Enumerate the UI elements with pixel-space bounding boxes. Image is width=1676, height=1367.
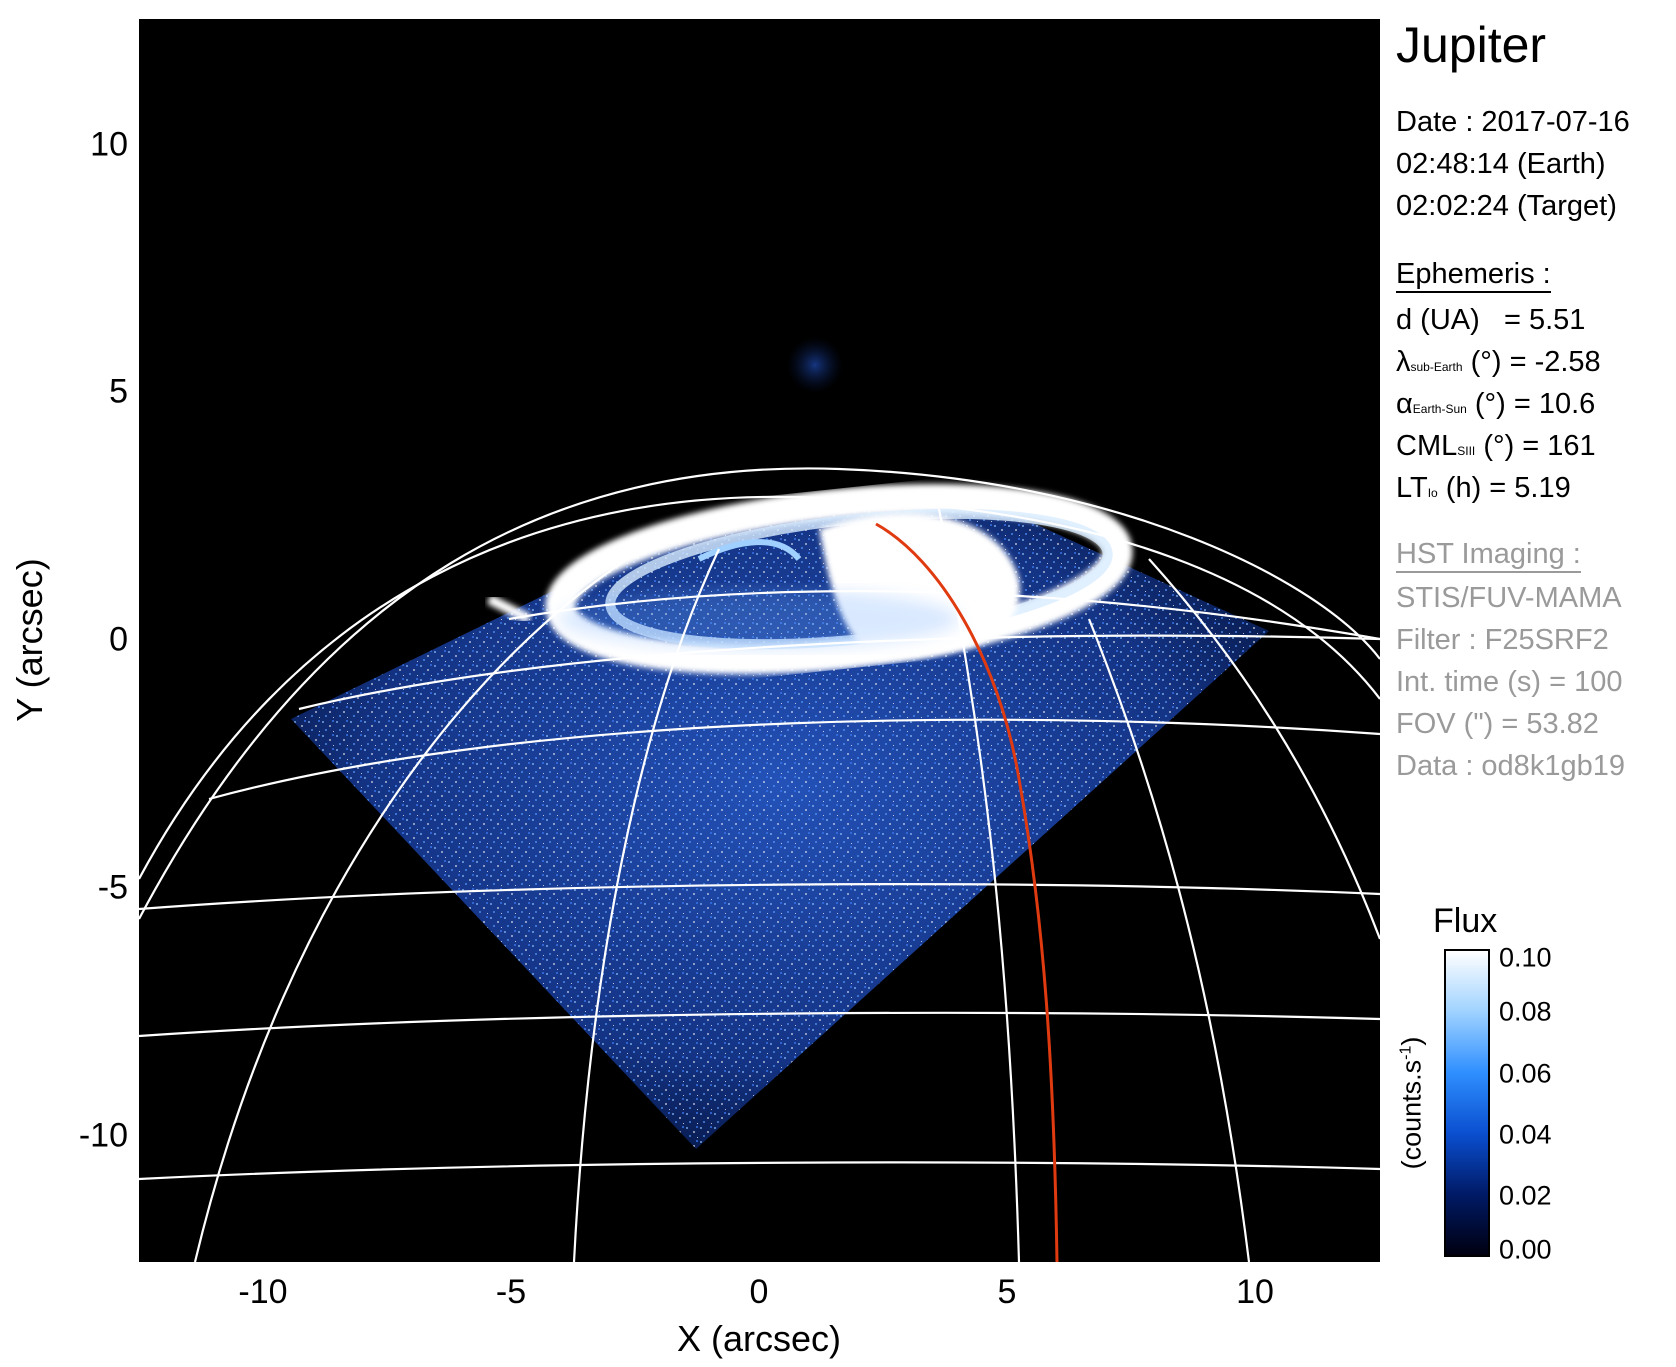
- satellite-disk: [787, 337, 843, 393]
- auroral-image-plot: [139, 19, 1380, 1262]
- y-tick-label: -5: [97, 868, 128, 907]
- colorbar-unit: (counts.s-1): [1396, 1036, 1427, 1170]
- x-tick-label: 5: [997, 1273, 1017, 1311]
- y-tick-label: 10: [90, 125, 128, 164]
- x-tick-label: 10: [1236, 1273, 1274, 1311]
- ephemeris-header: Ephemeris :: [1396, 258, 1551, 293]
- x-tick-label: -5: [495, 1273, 527, 1311]
- colorbar-tick: 0.08: [1499, 996, 1552, 1027]
- earth-time: 02:48:14 (Earth): [1396, 148, 1606, 180]
- colorbar: [1444, 949, 1490, 1257]
- footprint-curve: [875, 522, 1059, 1262]
- hst-fov: FOV (") = 53.82: [1396, 708, 1599, 740]
- y-tick-label: 5: [109, 372, 128, 411]
- hst-instrument: STIS/FUV-MAMA: [1396, 582, 1622, 614]
- x-axis-label: X (arcsec): [676, 1318, 842, 1359]
- ephemeris-sub-earth-latitude: λsub-Earth (°) = -2.58: [1396, 346, 1601, 378]
- hst-header: HST Imaging :: [1396, 538, 1581, 573]
- colorbar-tick: 0.10: [1499, 942, 1552, 973]
- ephemeris-cml: CMLSIII (°) = 161: [1396, 430, 1596, 462]
- detector-footprint: [291, 489, 1269, 1149]
- colorbar-tick: 0.04: [1499, 1119, 1552, 1150]
- x-tick-label: -10: [238, 1273, 288, 1311]
- hst-filter: Filter : F25SRF2: [1396, 624, 1609, 656]
- ephemeris-distance: d (UA) = 5.51: [1396, 304, 1586, 336]
- auroral-image: [139, 337, 1380, 1262]
- colorbar-tick: 0.00: [1499, 1234, 1552, 1265]
- y-tick-label: 0: [109, 620, 128, 659]
- ephemeris-phase-angle: αEarth-Sun (°) = 10.6: [1396, 388, 1596, 420]
- ephemeris-local-time: LTIo (h) = 5.19: [1396, 472, 1571, 504]
- target-time: 02:02:24 (Target): [1396, 190, 1617, 222]
- colorbar-tick: 0.06: [1499, 1058, 1552, 1089]
- date-line: Date : 2017-07-16: [1396, 106, 1630, 138]
- hst-integration-time: Int. time (s) = 100: [1396, 666, 1623, 698]
- panel-title: Jupiter: [1396, 17, 1547, 73]
- colorbar-tick: 0.02: [1499, 1180, 1552, 1211]
- x-tick-label: 0: [749, 1273, 769, 1311]
- y-tick-label: -10: [78, 1116, 128, 1155]
- hst-data-id: Data : od8k1gb19: [1396, 750, 1625, 782]
- y-axis-label: Y (arcsec): [9, 558, 50, 722]
- colorbar-title: Flux: [1433, 902, 1498, 940]
- lat-lon-grid: [139, 467, 1380, 1262]
